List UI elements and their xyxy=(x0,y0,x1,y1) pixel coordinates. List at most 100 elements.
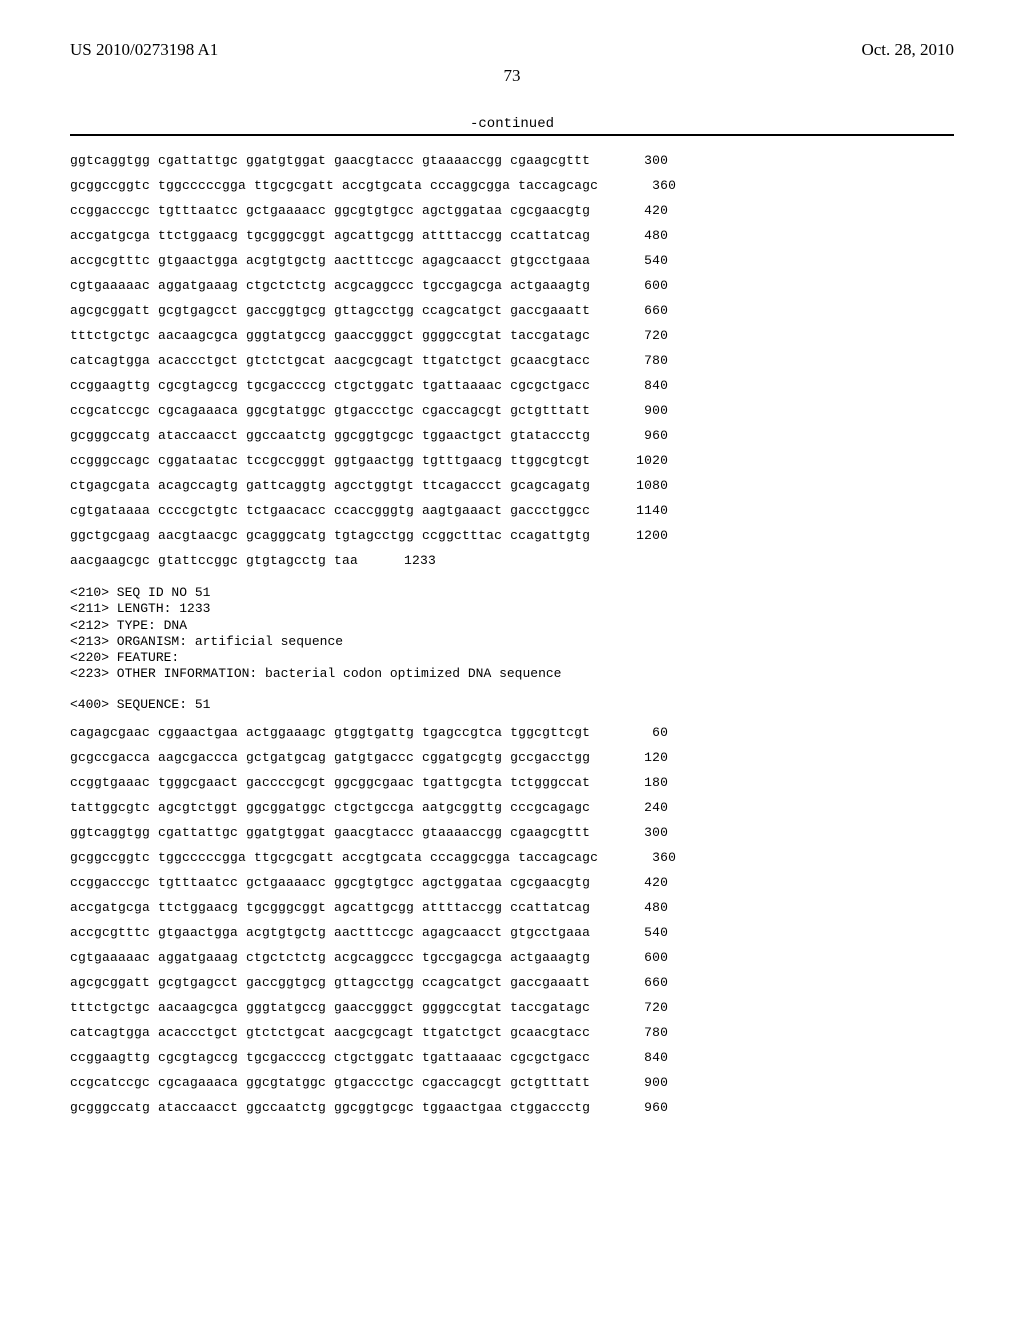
sequence-text: cgtgaaaaac aggatgaaag ctgctctctg acgcagg… xyxy=(70,279,590,292)
sequence-text: gcgggccatg ataccaacct ggccaatctg ggcggtg… xyxy=(70,1101,590,1114)
sequence-row: ccgggccagc cggataatac tccgccgggt ggtgaac… xyxy=(70,454,954,467)
sequence-row: ggtcaggtgg cgattattgc ggatgtggat gaacgta… xyxy=(70,826,954,839)
sequence-position: 1200 xyxy=(608,529,668,542)
sequence-text: cgtgataaaa ccccgctgtc tctgaacacc ccaccgg… xyxy=(70,504,590,517)
sequence-row: catcagtgga acaccctgct gtctctgcat aacgcgc… xyxy=(70,1026,954,1039)
sequence-position: 420 xyxy=(608,204,668,217)
sequence-position: 1080 xyxy=(608,479,668,492)
sequence-position: 1020 xyxy=(608,454,668,467)
sequence-row: agcgcggatt gcgtgagcct gaccggtgcg gttagcc… xyxy=(70,304,954,317)
sequence-text: agcgcggatt gcgtgagcct gaccggtgcg gttagcc… xyxy=(70,976,590,989)
sequence-row: accgatgcga ttctggaacg tgcgggcggt agcattg… xyxy=(70,229,954,242)
sequence-row: accgatgcga ttctggaacg tgcgggcggt agcattg… xyxy=(70,901,954,914)
sequence-text: gcgggccatg ataccaacct ggccaatctg ggcggtg… xyxy=(70,429,590,442)
sequence-position: 660 xyxy=(608,976,668,989)
sequence-text: gcgccgacca aagcgaccca gctgatgcag gatgtga… xyxy=(70,751,590,764)
sequence-row: ccgcatccgc cgcagaaaca ggcgtatggc gtgaccc… xyxy=(70,1076,954,1089)
sequence-position: 840 xyxy=(608,1051,668,1064)
sequence-text: ccggaagttg cgcgtagccg tgcgaccccg ctgctgg… xyxy=(70,1051,590,1064)
sequence-text: tttctgctgc aacaagcgca gggtatgccg gaaccgg… xyxy=(70,329,590,342)
sequence-text: ccggacccgc tgtttaatcc gctgaaaacc ggcgtgt… xyxy=(70,876,590,889)
sequence-text: ccgggccagc cggataatac tccgccgggt ggtgaac… xyxy=(70,454,590,467)
sequence-row: ggtcaggtgg cgattattgc ggatgtggat gaacgta… xyxy=(70,154,954,167)
sequence-position: 960 xyxy=(608,429,668,442)
sequence-row: tttctgctgc aacaagcgca gggtatgccg gaaccgg… xyxy=(70,1001,954,1014)
sequence-position: 360 xyxy=(616,851,676,864)
sequence-text: catcagtgga acaccctgct gtctctgcat aacgcgc… xyxy=(70,1026,590,1039)
sequence-position: 960 xyxy=(608,1101,668,1114)
sequence-position: 780 xyxy=(608,1026,668,1039)
sequence-text: ccgcatccgc cgcagaaaca ggcgtatggc gtgaccc… xyxy=(70,404,590,417)
sequence-text: ggctgcgaag aacgtaacgc gcagggcatg tgtagcc… xyxy=(70,529,590,542)
sequence-row: gcgccgacca aagcgaccca gctgatgcag gatgtga… xyxy=(70,751,954,764)
publication-date: Oct. 28, 2010 xyxy=(861,40,954,60)
sequence-text: ccggtgaaac tgggcgaact gaccccgcgt ggcggcg… xyxy=(70,776,590,789)
sequence-position: 480 xyxy=(608,229,668,242)
sequence-position: 1233 xyxy=(376,554,436,567)
sequence-row: ccggacccgc tgtttaatcc gctgaaaacc ggcgtgt… xyxy=(70,204,954,217)
sequence-text: cagagcgaac cggaactgaa actggaaagc gtggtga… xyxy=(70,726,590,739)
sequence-row: ccggacccgc tgtttaatcc gctgaaaacc ggcgtgt… xyxy=(70,876,954,889)
horizontal-rule xyxy=(70,134,954,136)
sequence-block-1: ggtcaggtgg cgattattgc ggatgtggat gaacgta… xyxy=(70,154,954,567)
sequence-position: 1140 xyxy=(608,504,668,517)
sequence-position: 900 xyxy=(608,404,668,417)
patent-page: US 2010/0273198 A1 Oct. 28, 2010 73 -con… xyxy=(0,0,1024,1166)
sequence-position: 120 xyxy=(608,751,668,764)
sequence-text: accgatgcga ttctggaacg tgcgggcggt agcattg… xyxy=(70,901,590,914)
sequence-text: agcgcggatt gcgtgagcct gaccggtgcg gttagcc… xyxy=(70,304,590,317)
sequence-position: 300 xyxy=(608,826,668,839)
sequence-row: catcagtgga acaccctgct gtctctgcat aacgcgc… xyxy=(70,354,954,367)
sequence-text: aacgaagcgc gtattccggc gtgtagcctg taa xyxy=(70,554,358,567)
sequence-position: 720 xyxy=(608,1001,668,1014)
sequence-row: gcgggccatg ataccaacct ggccaatctg ggcggtg… xyxy=(70,429,954,442)
sequence-text: ccgcatccgc cgcagaaaca ggcgtatggc gtgaccc… xyxy=(70,1076,590,1089)
sequence-row: ccggaagttg cgcgtagccg tgcgaccccg ctgctgg… xyxy=(70,1051,954,1064)
sequence-position: 600 xyxy=(608,279,668,292)
sequence-row: aacgaagcgc gtattccggc gtgtagcctg taa 1233 xyxy=(70,554,954,567)
sequence-block-2: cagagcgaac cggaactgaa actggaaagc gtggtga… xyxy=(70,726,954,1114)
sequence-text: tattggcgtc agcgtctggt ggcggatggc ctgctgc… xyxy=(70,801,590,814)
sequence-row: gcgggccatg ataccaacct ggccaatctg ggcggtg… xyxy=(70,1101,954,1114)
sequence-position: 720 xyxy=(608,329,668,342)
sequence-position: 300 xyxy=(608,154,668,167)
sequence-row: gcggccggtc tggcccccgga ttgcgcgatt accgtg… xyxy=(70,179,954,192)
sequence-text: gcggccggtc tggcccccgga ttgcgcgatt accgtg… xyxy=(70,851,598,864)
sequence-row: cagagcgaac cggaactgaa actggaaagc gtggtga… xyxy=(70,726,954,739)
sequence-text: catcagtgga acaccctgct gtctctgcat aacgcgc… xyxy=(70,354,590,367)
sequence-row: ccggtgaaac tgggcgaact gaccccgcgt ggcggcg… xyxy=(70,776,954,789)
sequence-row: accgcgtttc gtgaactgga acgtgtgctg aactttc… xyxy=(70,254,954,267)
sequence-text: ggtcaggtgg cgattattgc ggatgtggat gaacgta… xyxy=(70,154,590,167)
sequence-row: accgcgtttc gtgaactgga acgtgtgctg aactttc… xyxy=(70,926,954,939)
sequence-position: 180 xyxy=(608,776,668,789)
sequence-text: ggtcaggtgg cgattattgc ggatgtggat gaacgta… xyxy=(70,826,590,839)
sequence-position: 540 xyxy=(608,926,668,939)
sequence-label: <400> SEQUENCE: 51 xyxy=(70,697,954,712)
sequence-position: 780 xyxy=(608,354,668,367)
sequence-position: 480 xyxy=(608,901,668,914)
page-header: US 2010/0273198 A1 Oct. 28, 2010 xyxy=(70,40,954,60)
sequence-row: ctgagcgata acagccagtg gattcaggtg agcctgg… xyxy=(70,479,954,492)
sequence-position: 900 xyxy=(608,1076,668,1089)
sequence-position: 600 xyxy=(608,951,668,964)
sequence-row: tttctgctgc aacaagcgca gggtatgccg gaaccgg… xyxy=(70,329,954,342)
continued-label: -continued xyxy=(70,116,954,132)
sequence-row: ggctgcgaag aacgtaacgc gcagggcatg tgtagcc… xyxy=(70,529,954,542)
sequence-position: 60 xyxy=(608,726,668,739)
sequence-metadata: <210> SEQ ID NO 51 <211> LENGTH: 1233 <2… xyxy=(70,585,954,683)
sequence-row: cgtgataaaa ccccgctgtc tctgaacacc ccaccgg… xyxy=(70,504,954,517)
sequence-text: ccggacccgc tgtttaatcc gctgaaaacc ggcgtgt… xyxy=(70,204,590,217)
publication-number: US 2010/0273198 A1 xyxy=(70,40,218,60)
sequence-position: 240 xyxy=(608,801,668,814)
sequence-position: 360 xyxy=(616,179,676,192)
sequence-position: 660 xyxy=(608,304,668,317)
sequence-position: 540 xyxy=(608,254,668,267)
sequence-text: accgatgcga ttctggaacg tgcgggcggt agcattg… xyxy=(70,229,590,242)
sequence-row: cgtgaaaaac aggatgaaag ctgctctctg acgcagg… xyxy=(70,279,954,292)
page-number: 73 xyxy=(70,66,954,86)
sequence-row: ccgcatccgc cgcagaaaca ggcgtatggc gtgaccc… xyxy=(70,404,954,417)
sequence-text: tttctgctgc aacaagcgca gggtatgccg gaaccgg… xyxy=(70,1001,590,1014)
sequence-row: ccggaagttg cgcgtagccg tgcgaccccg ctgctgg… xyxy=(70,379,954,392)
sequence-row: cgtgaaaaac aggatgaaag ctgctctctg acgcagg… xyxy=(70,951,954,964)
sequence-position: 840 xyxy=(608,379,668,392)
